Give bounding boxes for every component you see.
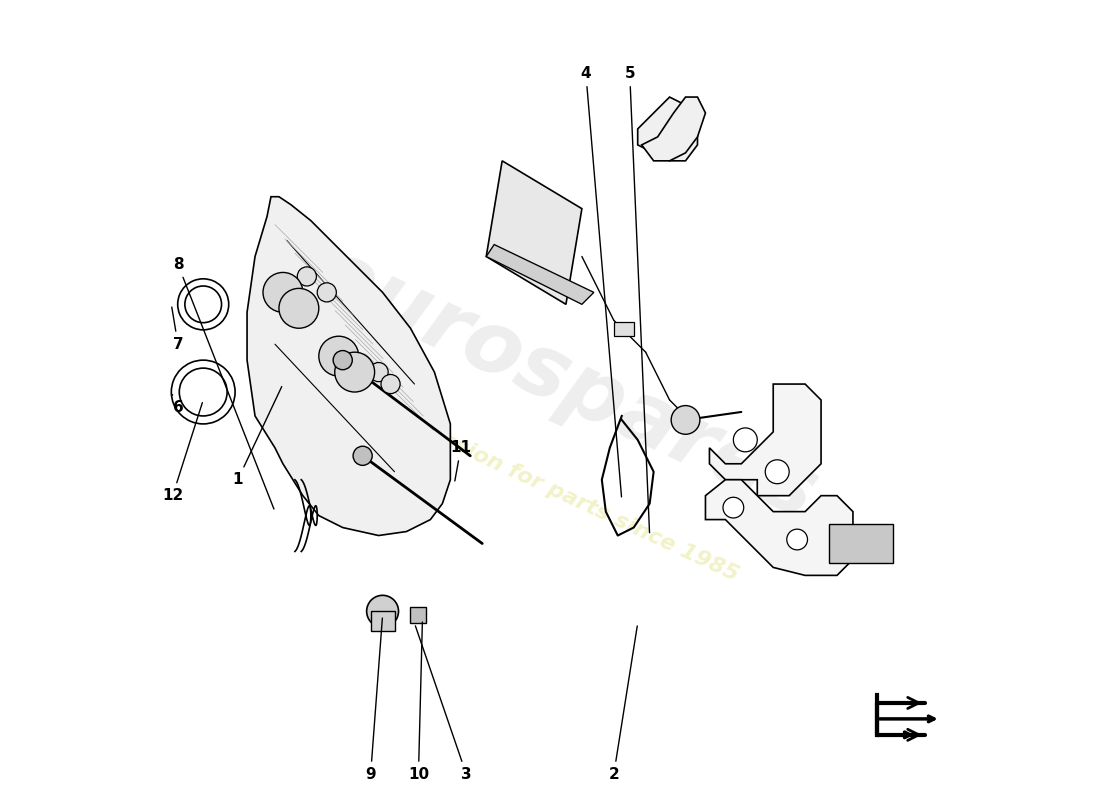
Circle shape — [786, 529, 807, 550]
Polygon shape — [641, 97, 705, 161]
Text: 3: 3 — [416, 626, 472, 782]
Circle shape — [766, 460, 789, 484]
Text: 1: 1 — [232, 386, 282, 487]
Polygon shape — [248, 197, 450, 535]
Polygon shape — [638, 97, 697, 161]
Text: 5: 5 — [625, 66, 649, 533]
Circle shape — [333, 350, 352, 370]
Text: 11: 11 — [450, 440, 471, 481]
Polygon shape — [710, 384, 821, 496]
Text: 4: 4 — [581, 66, 622, 497]
Polygon shape — [486, 161, 582, 304]
Circle shape — [671, 406, 700, 434]
Circle shape — [353, 446, 372, 466]
Circle shape — [368, 362, 388, 382]
Text: 9: 9 — [365, 618, 383, 782]
Polygon shape — [705, 480, 852, 575]
Circle shape — [297, 267, 317, 286]
Text: eurospares: eurospares — [301, 231, 830, 537]
Bar — [371, 611, 395, 631]
Circle shape — [366, 595, 398, 627]
Circle shape — [381, 374, 400, 394]
Circle shape — [263, 273, 302, 312]
Text: 6: 6 — [173, 394, 184, 415]
Bar — [829, 523, 893, 563]
Polygon shape — [486, 245, 594, 304]
Bar — [614, 322, 634, 336]
Circle shape — [279, 288, 319, 328]
Bar — [410, 607, 427, 623]
Circle shape — [334, 352, 375, 392]
Text: 12: 12 — [162, 402, 202, 503]
Circle shape — [734, 428, 757, 452]
Text: 7: 7 — [172, 307, 184, 352]
Text: 10: 10 — [408, 622, 429, 782]
Circle shape — [723, 498, 744, 518]
Circle shape — [317, 283, 337, 302]
Text: 2: 2 — [608, 626, 637, 782]
Text: a passion for parts since 1985: a passion for parts since 1985 — [390, 406, 741, 585]
Circle shape — [319, 336, 359, 376]
Text: 8: 8 — [173, 257, 274, 509]
